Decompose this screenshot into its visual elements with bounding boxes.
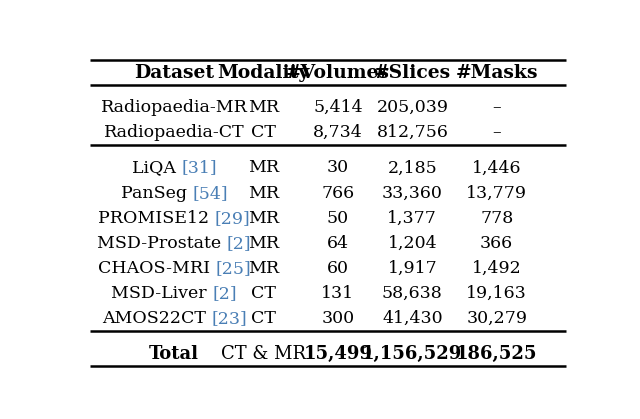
Text: 41,430: 41,430 — [382, 310, 443, 327]
Text: 131: 131 — [321, 285, 355, 302]
Text: 1,492: 1,492 — [472, 260, 522, 277]
Text: MR: MR — [248, 185, 279, 202]
Text: 2,185: 2,185 — [387, 160, 437, 176]
Text: MR: MR — [248, 99, 279, 116]
Text: CT: CT — [251, 310, 276, 327]
Text: MR: MR — [248, 210, 279, 227]
Text: 64: 64 — [327, 235, 349, 252]
Text: 300: 300 — [321, 310, 355, 327]
Text: CT: CT — [251, 285, 276, 302]
Text: 1,204: 1,204 — [387, 235, 437, 252]
Text: 1,446: 1,446 — [472, 160, 522, 176]
Text: 30,279: 30,279 — [466, 310, 527, 327]
Text: 205,039: 205,039 — [376, 99, 448, 116]
Text: [2]: [2] — [227, 235, 252, 252]
Text: [31]: [31] — [181, 160, 217, 176]
Text: Dataset: Dataset — [134, 64, 214, 82]
Text: LiQA: LiQA — [132, 160, 181, 176]
Text: CT & MR: CT & MR — [221, 345, 306, 363]
Text: 13,779: 13,779 — [466, 185, 527, 202]
Text: PROMISE12: PROMISE12 — [98, 210, 214, 227]
Text: #Volumes: #Volumes — [286, 64, 390, 82]
Text: Radiopaedia-MR: Radiopaedia-MR — [101, 99, 248, 116]
Text: 58,638: 58,638 — [382, 285, 443, 302]
Text: PanSeg: PanSeg — [121, 185, 192, 202]
Text: MSD-Liver: MSD-Liver — [111, 285, 212, 302]
Text: 778: 778 — [480, 210, 513, 227]
Text: [2]: [2] — [212, 285, 237, 302]
Text: CT: CT — [251, 124, 276, 141]
Text: MR: MR — [248, 235, 279, 252]
Text: #Masks: #Masks — [456, 64, 538, 82]
Text: 19,163: 19,163 — [467, 285, 527, 302]
Text: 366: 366 — [480, 235, 513, 252]
Text: [54]: [54] — [192, 185, 228, 202]
Text: 30: 30 — [327, 160, 349, 176]
Text: –: – — [492, 124, 501, 141]
Text: 766: 766 — [321, 185, 355, 202]
Text: Radiopaedia-CT: Radiopaedia-CT — [104, 124, 244, 141]
Text: [23]: [23] — [211, 310, 247, 327]
Text: 812,756: 812,756 — [376, 124, 448, 141]
Text: 8,734: 8,734 — [313, 124, 363, 141]
Text: CHAOS-MRI: CHAOS-MRI — [97, 260, 215, 277]
Text: MSD-Prostate: MSD-Prostate — [97, 235, 227, 252]
Text: 60: 60 — [327, 260, 349, 277]
Text: [29]: [29] — [214, 210, 250, 227]
Text: 15,499: 15,499 — [303, 345, 372, 363]
Text: AMOS22CT: AMOS22CT — [102, 310, 211, 327]
Text: [25]: [25] — [215, 260, 251, 277]
Text: MR: MR — [248, 160, 279, 176]
Text: 1,156,529: 1,156,529 — [362, 345, 463, 363]
Text: 1,377: 1,377 — [387, 210, 437, 227]
Text: #Slices: #Slices — [374, 64, 451, 82]
Text: 1,917: 1,917 — [387, 260, 437, 277]
Text: –: – — [492, 99, 501, 116]
Text: 5,414: 5,414 — [313, 99, 363, 116]
Text: 33,360: 33,360 — [382, 185, 443, 202]
Text: 186,525: 186,525 — [456, 345, 538, 363]
Text: 50: 50 — [327, 210, 349, 227]
Text: Total: Total — [149, 345, 199, 363]
Text: MR: MR — [248, 260, 279, 277]
Text: Modality: Modality — [218, 64, 310, 82]
